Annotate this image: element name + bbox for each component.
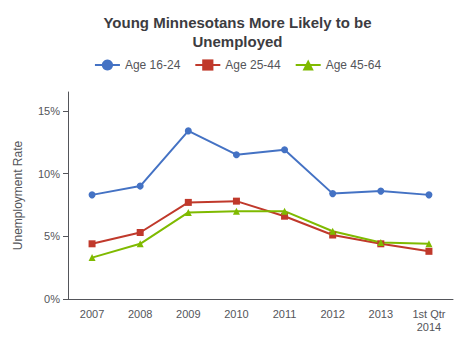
svg-text:Age 45-64: Age 45-64 xyxy=(326,58,382,72)
svg-text:5%: 5% xyxy=(44,230,60,242)
svg-text:2008: 2008 xyxy=(128,308,152,320)
svg-text:2013: 2013 xyxy=(369,308,393,320)
svg-text:2010: 2010 xyxy=(224,308,248,320)
svg-text:15%: 15% xyxy=(38,105,60,117)
svg-text:1st Qtr: 1st Qtr xyxy=(412,308,445,320)
svg-text:2012: 2012 xyxy=(320,308,344,320)
svg-text:0%: 0% xyxy=(44,293,60,305)
svg-text:Age 16-24: Age 16-24 xyxy=(125,58,181,72)
svg-text:Age 25-44: Age 25-44 xyxy=(225,58,281,72)
svg-text:Unemployed: Unemployed xyxy=(192,33,282,50)
svg-text:2011: 2011 xyxy=(273,308,297,320)
svg-text:2014: 2014 xyxy=(417,321,441,333)
svg-text:Unemployment Rate: Unemployment Rate xyxy=(11,140,25,250)
svg-text:2009: 2009 xyxy=(176,308,200,320)
svg-text:10%: 10% xyxy=(38,168,60,180)
svg-text:Young Minnesotans More Likely: Young Minnesotans More Likely to be xyxy=(103,14,371,31)
svg-text:2007: 2007 xyxy=(80,308,104,320)
